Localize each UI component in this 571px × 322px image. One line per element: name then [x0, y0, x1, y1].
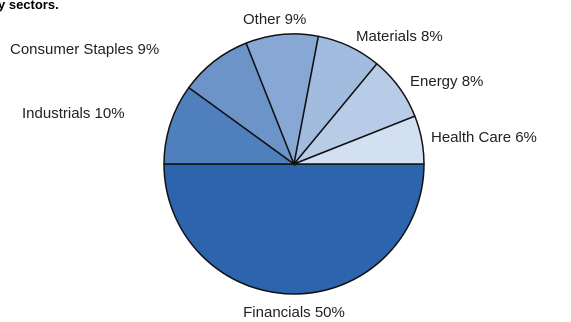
pie-slice-industrials [163, 86, 297, 165]
pie-slice-health-care [293, 115, 425, 165]
pie-label-financials: Financials 50% [243, 304, 345, 321]
pie-label-industrials: Industrials 10% [22, 105, 125, 122]
pie-label-consumer-staples: Consumer Staples 9% [10, 41, 159, 58]
pie-label-energy: Energy 8% [410, 73, 483, 90]
pie-labels: Financials 50% Industrials 10% Consumer St… [10, 11, 537, 321]
pie-label-materials: Materials 8% [356, 28, 443, 45]
pie-label-health-care: Health Care 6% [431, 129, 537, 146]
pie-slice-financials [163, 163, 425, 295]
chart-title: y sectors. [0, 0, 59, 12]
pie-slices [163, 33, 425, 295]
pie-label-other: Other 9% [243, 11, 306, 28]
